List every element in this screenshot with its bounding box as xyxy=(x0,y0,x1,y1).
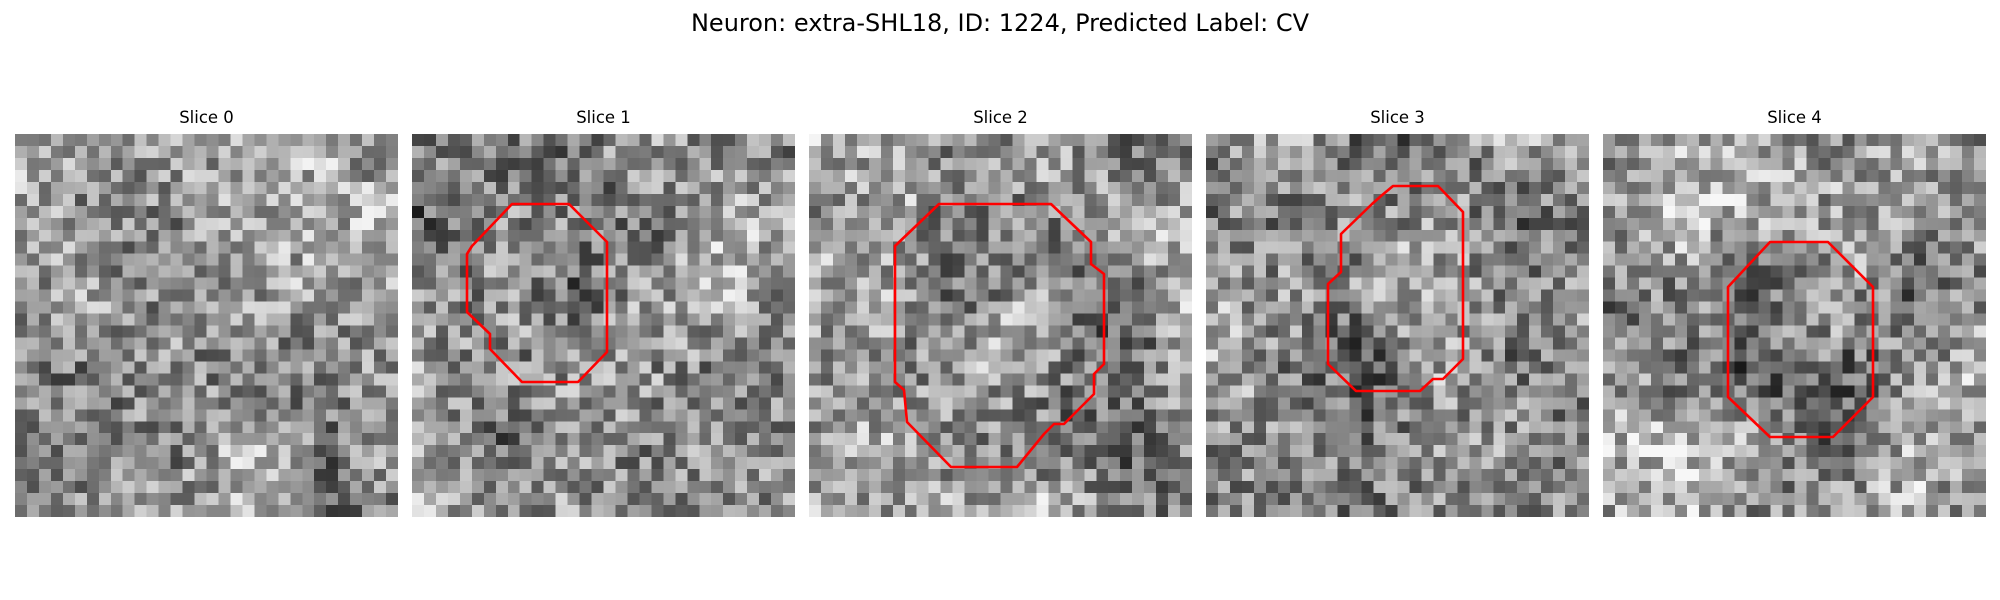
slice-image-1 xyxy=(412,134,795,517)
slice-2-pixels xyxy=(809,134,1192,517)
slice-4-pixels xyxy=(1603,134,1986,517)
slice-0-pixels xyxy=(15,134,398,517)
slice-title-3: Slice 3 xyxy=(1370,108,1425,127)
roi-contour-2 xyxy=(893,202,1106,469)
slice-panel-3: Slice 3 xyxy=(1206,108,1589,517)
slice-panel-4: Slice 4 xyxy=(1603,108,1986,517)
roi-contour-4 xyxy=(1726,240,1875,439)
slice-1-svg xyxy=(412,134,795,517)
slice-1-pixels xyxy=(412,134,795,517)
slice-3-pixels xyxy=(1206,134,1589,517)
slice-image-0 xyxy=(15,134,398,517)
slice-0-svg xyxy=(15,134,398,517)
slice-image-3 xyxy=(1206,134,1589,517)
slice-image-4 xyxy=(1603,134,1986,517)
roi-contour-1 xyxy=(465,202,609,384)
slice-title-1: Slice 1 xyxy=(576,108,631,127)
slice-2-svg xyxy=(809,134,1192,517)
slice-image-2 xyxy=(809,134,1192,517)
slice-title-4: Slice 4 xyxy=(1767,108,1822,127)
slice-4-svg xyxy=(1603,134,1986,517)
slice-3-svg xyxy=(1206,134,1589,517)
slice-panel-2: Slice 2 xyxy=(809,108,1192,517)
slice-panel-1: Slice 1 xyxy=(412,108,795,517)
slice-title-0: Slice 0 xyxy=(179,108,234,127)
roi-contour-3 xyxy=(1326,184,1465,393)
slice-panel-0: Slice 0 xyxy=(15,108,398,517)
slice-title-2: Slice 2 xyxy=(973,108,1028,127)
figure-title: Neuron: extra-SHL18, ID: 1224, Predicted… xyxy=(690,9,1310,37)
